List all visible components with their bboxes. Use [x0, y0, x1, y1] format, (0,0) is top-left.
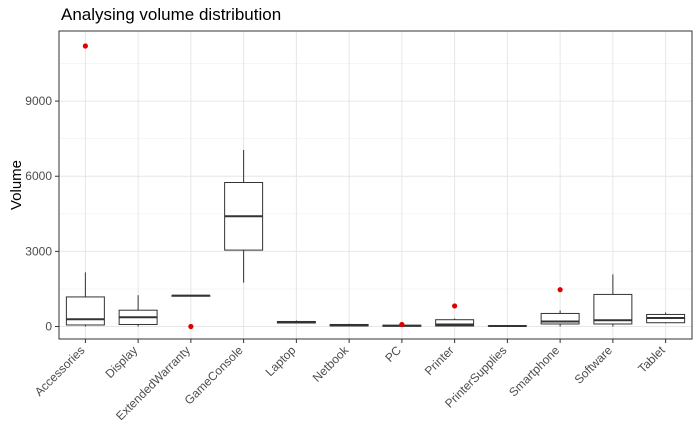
box-display [118, 295, 158, 327]
y-tick-label: 9000 [25, 94, 52, 108]
x-tick-label: PC [382, 343, 404, 365]
outlier-point [399, 321, 405, 328]
box-printer [435, 303, 475, 327]
grid-layer [59, 31, 692, 339]
box-laptop [276, 320, 316, 324]
box-iqr [540, 312, 580, 325]
box-netbook [329, 323, 369, 327]
x-tick-label: Software [572, 343, 616, 387]
box-extendedwarranty [171, 294, 211, 330]
y-tick-label: 0 [45, 319, 52, 333]
x-tick-label: Display [103, 343, 141, 381]
x-tick-label: Tablet [635, 343, 668, 376]
x-tick-label: Smartphone [506, 343, 562, 399]
box-pc [382, 321, 422, 328]
outlier-point [452, 303, 458, 309]
box-tablet [646, 312, 686, 324]
box-iqr [593, 293, 633, 325]
box-iqr [65, 296, 105, 326]
x-tick-label: Accessories [32, 343, 88, 399]
y-tick-label: 3000 [25, 244, 52, 258]
box-smartphone [540, 287, 580, 327]
box-layer [65, 43, 686, 330]
outlier-point [82, 43, 88, 49]
chart-title: Analysing volume distribution [61, 5, 282, 24]
box-iqr [435, 319, 475, 327]
plot-panel-border [58, 30, 693, 340]
box-gameconsole [224, 149, 264, 283]
y-axis-title: Volume [8, 160, 25, 210]
outlier-point [557, 287, 563, 293]
y-tick-label: 6000 [25, 169, 52, 183]
x-tick-label: Netbook [310, 343, 352, 385]
x-tick-label: Printer [422, 343, 457, 378]
box-printersupplies [487, 324, 527, 327]
box-software [593, 274, 633, 327]
box-accessories [65, 43, 105, 327]
outlier-point [188, 323, 194, 330]
x-tick-label: Laptop [263, 343, 299, 379]
